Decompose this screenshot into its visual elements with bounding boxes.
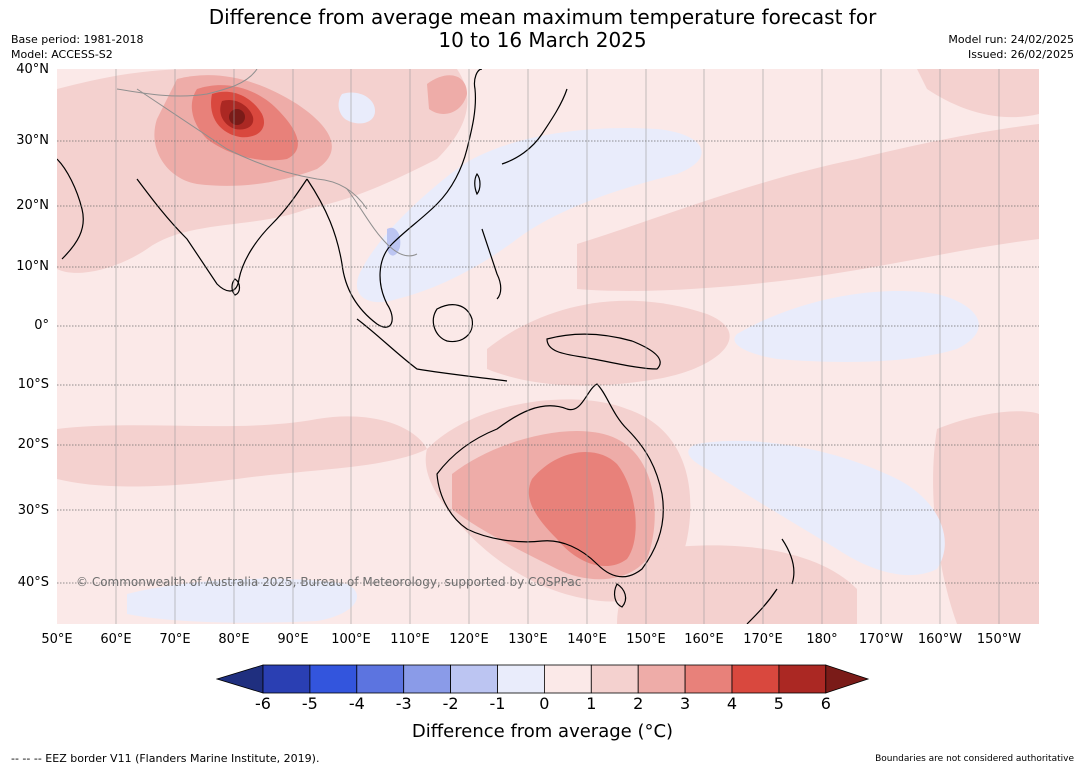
lon-label-60e: 60°E [100,632,132,647]
colorbar-cell [356,664,405,694]
anomaly-zone-over-6-tibet [229,109,245,125]
colorbar-tick-label: -5 [301,694,318,713]
lon-label-100e: 100°E [331,632,371,647]
anomaly-zone-neg-western-pacific [356,128,702,303]
coastline-arabia [57,158,84,260]
lon-label-90e: 90°E [277,632,309,647]
anomaly-zone-1-2-maritime [487,300,730,386]
lon-label-80e: 80°E [218,632,250,647]
lat-label-20n: 20°N [16,198,49,213]
lon-label-70e: 70°E [159,632,191,647]
coastline-philippines [481,228,502,300]
colorbar-tick-label: 0 [539,694,550,713]
lat-label-10s: 10°S [17,377,49,392]
colorbar-cells [216,664,870,694]
coastline-taiwan [474,172,481,196]
colorbar-tick-label: 1 [586,694,597,713]
country-borders [116,69,418,257]
lon-label-170w: 170°W [858,632,904,647]
coastline-tasmania [613,583,627,608]
map-title-line-2: 10 to 16 March 2025 [438,28,647,52]
lon-label-150w: 150°W [976,632,1022,647]
lat-label-40s: 40°S [17,575,49,590]
anomaly-zone-neg-equatorial-pacific [734,290,979,362]
colorbar-extension-below [216,664,264,694]
eez-border-note: -- -- -- EEZ border V11 (Flanders Marine… [11,752,320,765]
lat-label-20s: 20°S [17,437,49,452]
copyright-notice: © Commonwealth of Australia 2025, Bureau… [76,575,582,589]
colorbar-label: Difference from average (°C) [411,721,674,742]
coastline-australia [436,383,664,578]
lon-label-50e: 50°E [41,632,73,647]
border-himalaya [136,88,368,210]
colorbar-cell [637,664,686,694]
coastline-japan [501,88,568,165]
lon-label-150e: 150°E [626,632,666,647]
lat-label-30n: 30°N [16,133,49,148]
colorbar-cell [450,664,498,694]
graticule [115,69,1000,624]
colorbar-cell [543,664,592,694]
lat-label-10n: 10°N [16,259,49,274]
anomaly-zone-1-2-nw-corner [917,69,1039,118]
lat-label-0: 0° [34,318,49,333]
colorbar-cell [497,664,545,694]
issued-text: Issued: 26/02/2025 [967,48,1074,61]
colorbar-tick-label: -3 [395,694,412,713]
coastline-sri-lanka [231,278,241,296]
lon-label-110e: 110°E [390,632,430,647]
anomaly-zone-1-2-north-pacific [577,124,1039,291]
lon-label-130e: 130°E [508,632,548,647]
anomaly-zone-neg-southern-indian [127,578,357,623]
anomaly-zone-1-2-tasman [617,545,857,624]
lat-label-40n: 40°N [16,62,49,77]
colorbar-tick-label: -2 [442,694,459,713]
base-period-text: Base period: 1981-2018 [11,33,144,46]
border-central-asia [116,69,258,97]
lat-label-30s: 30°S [17,503,49,518]
model-text: Model: ACCESS-S2 [11,48,113,61]
coastline-sumatra-java [356,318,508,382]
colorbar-cell [262,664,311,694]
lon-label-180: 180° [806,632,838,647]
lon-label-170e: 170°E [743,632,783,647]
colorbar-extension-above [825,664,870,694]
colorbar-cell [731,664,780,694]
colorbar-cell [590,664,639,694]
colorbar-cell [778,664,827,694]
anomaly-map [57,69,1039,624]
colorbar [216,664,870,694]
coastline-borneo [432,304,474,343]
anomaly-zone-3-4-australia [528,452,636,567]
border-indochina [346,188,418,257]
colorbar-tick-label: -4 [348,694,365,713]
map-title-line-1: Difference from average mean maximum tem… [208,5,877,29]
lon-label-160e: 160°E [684,632,724,647]
colorbar-tick-label: 3 [680,694,691,713]
anomaly-zone-neg-tibet-east [338,92,375,124]
coastline-new-zealand [746,538,795,624]
anomaly-map-svg [57,69,1039,624]
colorbar-tick-label: 6 [820,694,831,713]
colorbar-cell [684,664,733,694]
colorbar-tick-label: 2 [633,694,644,713]
colorbar-cell [309,664,358,694]
colorbar-cell [403,664,451,694]
anomaly-zone-2-3-east-china [427,75,467,114]
boundaries-note: Boundaries are not considered authoritat… [875,754,1074,764]
lon-label-160w: 160°W [917,632,963,647]
colorbar-tick-label: 4 [726,694,738,713]
colorbar-tick-label: 5 [773,694,784,713]
lon-label-140e: 140°E [567,632,607,647]
lon-label-120e: 120°E [449,632,489,647]
colorbar-tick-label: -1 [489,694,506,713]
colorbar-tick-label: -6 [255,694,271,713]
anomaly-zone-1-2-south-pacific [933,411,1039,624]
model-run-text: Model run: 24/02/2025 [948,33,1074,46]
anomaly-zone-1-2-indian-ocean [57,416,427,487]
coastline-india [136,178,308,292]
coastline-new-guinea [546,333,661,370]
